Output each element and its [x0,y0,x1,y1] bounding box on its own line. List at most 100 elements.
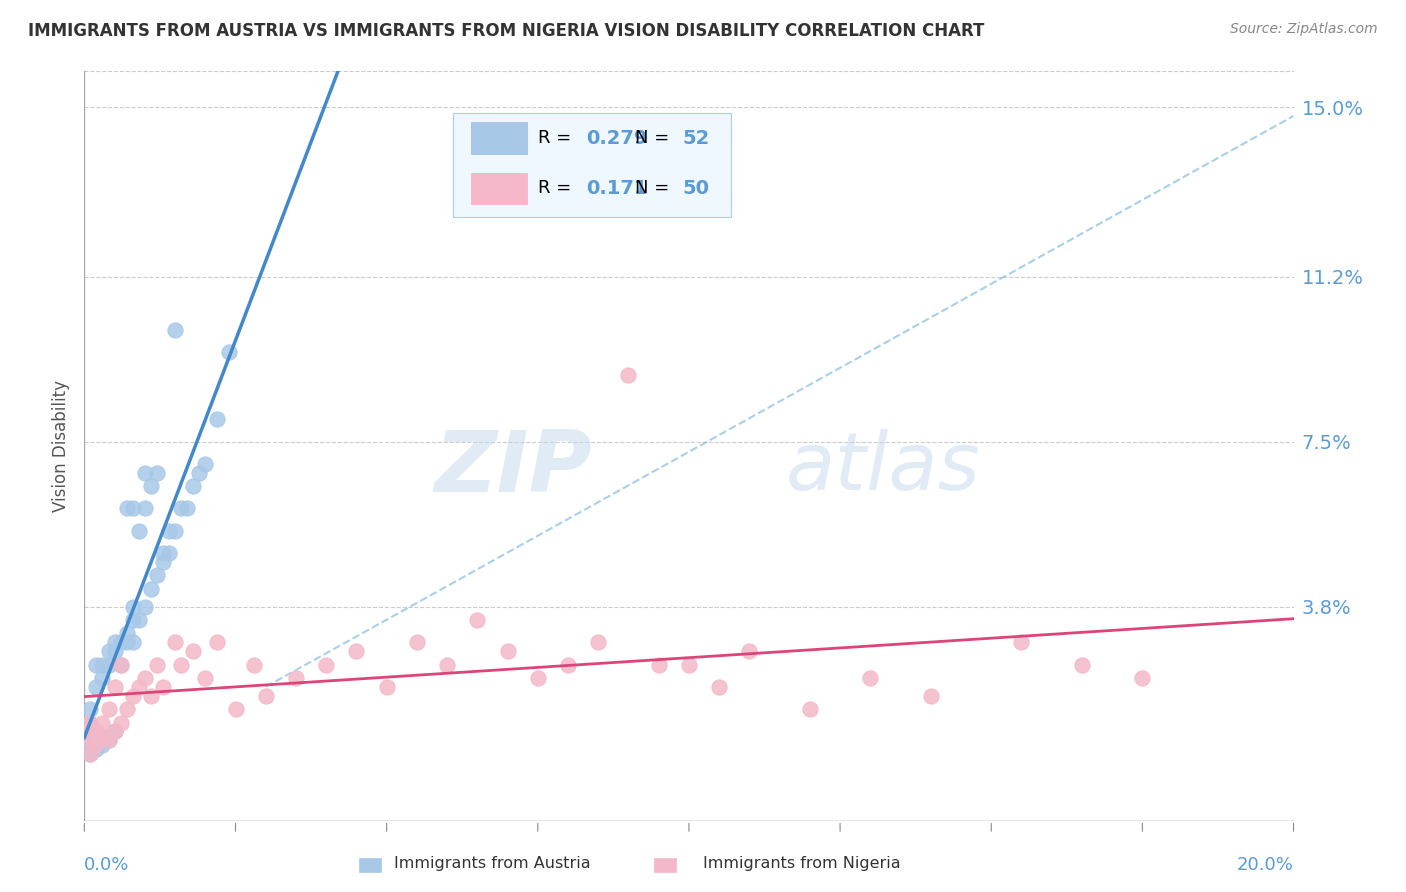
Text: N =: N = [634,179,675,197]
Point [91,657,114,672]
Point [859,671,882,685]
Point [242,657,264,672]
Point [79,738,101,752]
Point [134,466,156,480]
Point [315,657,337,672]
Point [146,568,169,582]
Point [121,613,143,627]
Point [157,524,180,538]
Point [91,729,114,743]
Point [86,724,108,739]
Point [91,715,114,730]
Point [91,671,114,685]
Point [86,733,108,747]
Point [115,501,138,516]
Point [134,599,156,614]
Point [170,657,193,672]
Point [79,715,101,730]
Point [79,733,101,747]
Text: 52: 52 [683,128,710,147]
Point [165,635,187,649]
Point [97,733,120,747]
Text: N =: N = [634,129,675,147]
Point [104,724,127,739]
Point [79,724,101,739]
Text: R =: R = [538,179,576,197]
Point [709,680,731,694]
Point [176,501,198,516]
Point [139,582,162,596]
Point [152,680,174,694]
Point [128,524,150,538]
Point [738,644,761,658]
Text: 20.0%: 20.0% [1237,856,1294,874]
Point [104,680,127,694]
Text: 0.279: 0.279 [586,128,648,147]
Point [799,702,821,716]
Point [1130,671,1153,685]
Point [139,479,162,493]
FancyBboxPatch shape [471,122,527,153]
Text: Immigrants from Nigeria: Immigrants from Nigeria [703,856,900,871]
Point [86,657,108,672]
Point [91,738,114,752]
Point [165,524,187,538]
Point [115,635,138,649]
Point [104,724,127,739]
Point [110,657,132,672]
Point [648,657,671,672]
Point [181,644,204,658]
Point [285,671,308,685]
Point [104,635,127,649]
Point [207,412,229,426]
Point [152,546,174,560]
Point [97,657,120,672]
Text: 0.171: 0.171 [586,178,648,198]
Point [194,671,217,685]
Point [121,635,143,649]
Point [97,644,120,658]
Point [79,702,101,716]
Point [207,635,229,649]
Point [134,671,156,685]
Point [170,501,193,516]
Point [375,680,398,694]
Point [115,626,138,640]
Point [79,747,101,761]
Text: 50: 50 [683,178,710,198]
Point [188,466,211,480]
Point [557,657,579,672]
Text: R =: R = [538,129,576,147]
Point [115,702,138,716]
Point [1071,657,1094,672]
Text: Immigrants from Austria: Immigrants from Austria [394,856,591,871]
Point [165,323,187,337]
Point [86,738,108,752]
Point [97,702,120,716]
Point [146,466,169,480]
Point [134,501,156,516]
Point [181,479,204,493]
Point [527,671,550,685]
Text: atlas: atlas [786,429,980,508]
Point [86,680,108,694]
Y-axis label: Vision Disability: Vision Disability [52,380,70,512]
Text: 0.0%: 0.0% [84,856,129,874]
Point [157,546,180,560]
Point [436,657,458,672]
Point [194,457,217,471]
FancyBboxPatch shape [453,112,731,218]
Point [110,657,132,672]
Point [152,555,174,569]
Point [97,733,120,747]
Point [467,613,489,627]
Point [121,501,143,516]
Point [104,644,127,658]
Point [128,680,150,694]
Point [121,689,143,703]
Point [91,729,114,743]
Point [79,733,101,747]
Point [110,715,132,730]
Text: ZIP: ZIP [434,427,592,510]
Point [617,368,640,382]
